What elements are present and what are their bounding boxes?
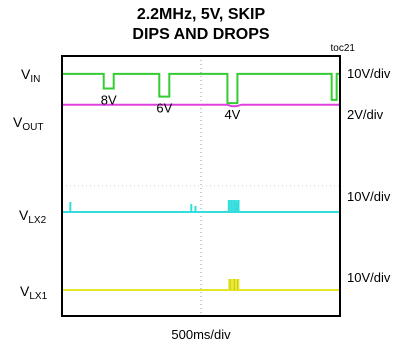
x-axis-label: 500ms/div [171,327,231,342]
vlx2-burst [228,200,240,212]
channel-label-vlx1: VLX1 [20,283,48,302]
channel-label-vin: VIN [21,66,41,85]
plot-traces [62,72,340,291]
vin-dip-label: 8V [101,93,117,108]
scale-label-vlx2: 10V/div [347,189,391,204]
plot-grid [62,56,340,316]
vin-dip-label: 6V [156,101,172,116]
vin-dip-label: 4V [224,107,240,122]
plot-annotations: 8V 6V 4V [101,93,241,123]
plot-frame [61,55,341,317]
vin-trace [62,72,340,105]
scale-label-vout: 2V/div [347,107,384,122]
vout-trace [62,103,340,108]
vlx1-burst [228,279,240,290]
chart-title-line1: 2.2MHz, 5V, SKIP [136,6,266,23]
channel-label-vout: VOUT [13,114,44,133]
scale-label-vin: 10V/div [347,66,391,81]
scale-label-vlx1: 10V/div [347,270,391,285]
figure-id: toc21 [330,43,355,54]
chart-title-line2: DIPS AND DROPS [132,26,270,43]
channel-label-vlx2: VLX2 [19,207,47,226]
